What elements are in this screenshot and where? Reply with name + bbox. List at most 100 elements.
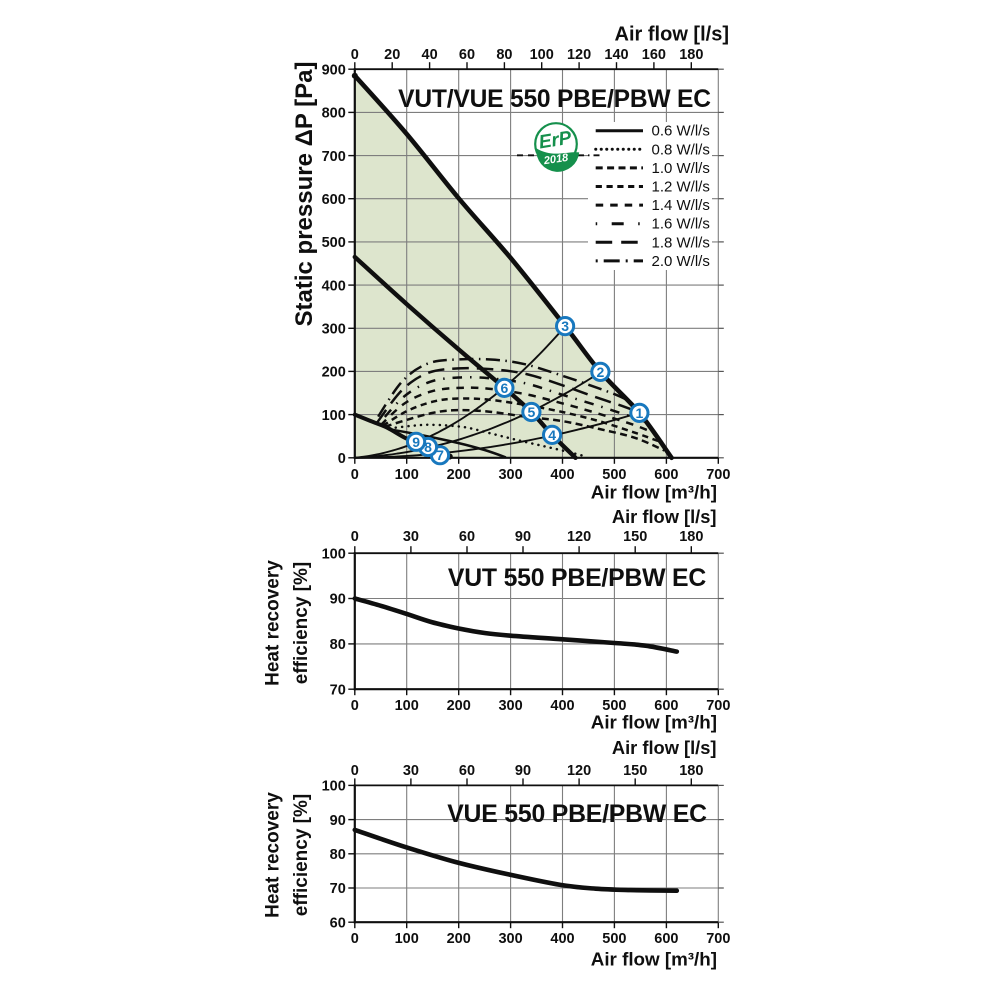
svg-text:700: 700 <box>706 698 730 714</box>
svg-text:180: 180 <box>679 763 703 779</box>
svg-text:90: 90 <box>330 592 346 608</box>
svg-text:8: 8 <box>424 439 432 455</box>
svg-text:300: 300 <box>322 322 346 338</box>
svg-text:400: 400 <box>550 467 574 483</box>
svg-text:1.0 W/l/s: 1.0 W/l/s <box>652 160 710 177</box>
svg-text:Air flow [l/s]: Air flow [l/s] <box>612 737 717 758</box>
svg-text:Heat recovery: Heat recovery <box>263 560 284 686</box>
svg-text:1.2 W/l/s: 1.2 W/l/s <box>652 179 710 196</box>
svg-text:80: 80 <box>330 637 346 653</box>
svg-text:90: 90 <box>515 763 531 779</box>
svg-text:120: 120 <box>567 47 591 63</box>
svg-text:80: 80 <box>330 847 346 863</box>
svg-text:300: 300 <box>498 698 522 714</box>
svg-text:ErP: ErP <box>537 128 573 154</box>
svg-text:100: 100 <box>395 698 419 714</box>
svg-text:0.8 W/l/s: 0.8 W/l/s <box>652 141 710 158</box>
svg-text:180: 180 <box>679 47 703 63</box>
svg-text:100: 100 <box>322 408 346 424</box>
svg-text:150: 150 <box>623 529 647 545</box>
svg-text:Air flow [m³/h]: Air flow [m³/h] <box>591 948 717 969</box>
svg-text:7: 7 <box>436 447 444 463</box>
svg-text:efficiency [%]: efficiency [%] <box>291 794 312 916</box>
svg-text:120: 120 <box>567 763 591 779</box>
svg-text:80: 80 <box>496 47 512 63</box>
svg-text:Air flow [m³/h]: Air flow [m³/h] <box>591 481 717 502</box>
svg-text:5: 5 <box>528 404 536 420</box>
svg-text:60: 60 <box>459 529 475 545</box>
svg-text:9: 9 <box>412 434 420 450</box>
svg-text:2.0 W/l/s: 2.0 W/l/s <box>652 253 710 270</box>
svg-text:500: 500 <box>602 467 626 483</box>
svg-text:600: 600 <box>654 467 678 483</box>
svg-text:180: 180 <box>679 529 703 545</box>
svg-text:VUE 550 PBE/PBW EC: VUE 550 PBE/PBW EC <box>447 801 707 828</box>
svg-text:0: 0 <box>351 931 359 947</box>
svg-text:400: 400 <box>550 931 574 947</box>
svg-text:Static pressure ΔP [Pa]: Static pressure ΔP [Pa] <box>291 62 318 327</box>
svg-text:Air flow [l/s]: Air flow [l/s] <box>612 506 717 527</box>
svg-text:600: 600 <box>654 931 678 947</box>
svg-text:800: 800 <box>322 106 346 122</box>
svg-text:700: 700 <box>706 931 730 947</box>
svg-text:30: 30 <box>403 763 419 779</box>
svg-text:400: 400 <box>550 698 574 714</box>
svg-text:500: 500 <box>322 235 346 251</box>
svg-text:Heat recovery: Heat recovery <box>263 792 284 918</box>
svg-text:1.6 W/l/s: 1.6 W/l/s <box>652 216 710 233</box>
svg-text:100: 100 <box>322 779 346 795</box>
svg-text:60: 60 <box>330 915 346 931</box>
svg-text:2: 2 <box>597 364 605 380</box>
svg-text:200: 200 <box>447 467 471 483</box>
svg-text:60: 60 <box>459 47 475 63</box>
svg-text:90: 90 <box>515 529 531 545</box>
svg-text:70: 70 <box>330 682 346 698</box>
svg-text:120: 120 <box>567 529 591 545</box>
svg-text:70: 70 <box>330 881 346 897</box>
svg-text:300: 300 <box>498 931 522 947</box>
svg-text:4: 4 <box>548 427 556 443</box>
svg-text:1.8 W/l/s: 1.8 W/l/s <box>652 234 710 251</box>
svg-text:0: 0 <box>351 467 359 483</box>
svg-text:1: 1 <box>636 405 644 421</box>
svg-text:150: 150 <box>623 763 647 779</box>
svg-text:700: 700 <box>322 149 346 165</box>
svg-text:VUT/VUE 550 PBE/PBW EC: VUT/VUE 550 PBE/PBW EC <box>398 86 711 113</box>
svg-text:300: 300 <box>498 467 522 483</box>
svg-text:Air flow [l/s]: Air flow [l/s] <box>615 24 729 46</box>
svg-text:efficiency [%]: efficiency [%] <box>291 562 312 684</box>
svg-text:0: 0 <box>338 451 346 467</box>
svg-text:100: 100 <box>322 546 346 562</box>
svg-text:0: 0 <box>351 529 359 545</box>
svg-text:600: 600 <box>654 698 678 714</box>
svg-text:500: 500 <box>602 931 626 947</box>
svg-text:100: 100 <box>530 47 554 63</box>
svg-text:900: 900 <box>322 62 346 78</box>
svg-text:3: 3 <box>561 318 569 334</box>
svg-text:0: 0 <box>351 47 359 63</box>
svg-text:400: 400 <box>322 278 346 294</box>
svg-text:700: 700 <box>706 467 730 483</box>
svg-text:200: 200 <box>447 931 471 947</box>
svg-text:0: 0 <box>351 763 359 779</box>
svg-text:6: 6 <box>501 380 509 396</box>
svg-text:600: 600 <box>322 192 346 208</box>
svg-text:VUT 550 PBE/PBW EC: VUT 550 PBE/PBW EC <box>448 565 707 592</box>
svg-text:100: 100 <box>395 467 419 483</box>
svg-text:500: 500 <box>602 698 626 714</box>
svg-text:160: 160 <box>642 47 666 63</box>
svg-text:140: 140 <box>604 47 628 63</box>
svg-text:1.4 W/l/s: 1.4 W/l/s <box>652 197 710 214</box>
svg-text:200: 200 <box>447 698 471 714</box>
svg-text:0: 0 <box>351 698 359 714</box>
svg-text:Air flow [m³/h]: Air flow [m³/h] <box>591 712 717 733</box>
svg-text:200: 200 <box>322 365 346 381</box>
svg-text:2018: 2018 <box>542 152 570 168</box>
svg-text:60: 60 <box>459 763 475 779</box>
svg-text:20: 20 <box>384 47 400 63</box>
svg-text:30: 30 <box>403 529 419 545</box>
svg-text:40: 40 <box>422 47 438 63</box>
svg-text:90: 90 <box>330 813 346 829</box>
svg-text:100: 100 <box>395 931 419 947</box>
svg-text:0.6 W/l/s: 0.6 W/l/s <box>652 123 710 140</box>
